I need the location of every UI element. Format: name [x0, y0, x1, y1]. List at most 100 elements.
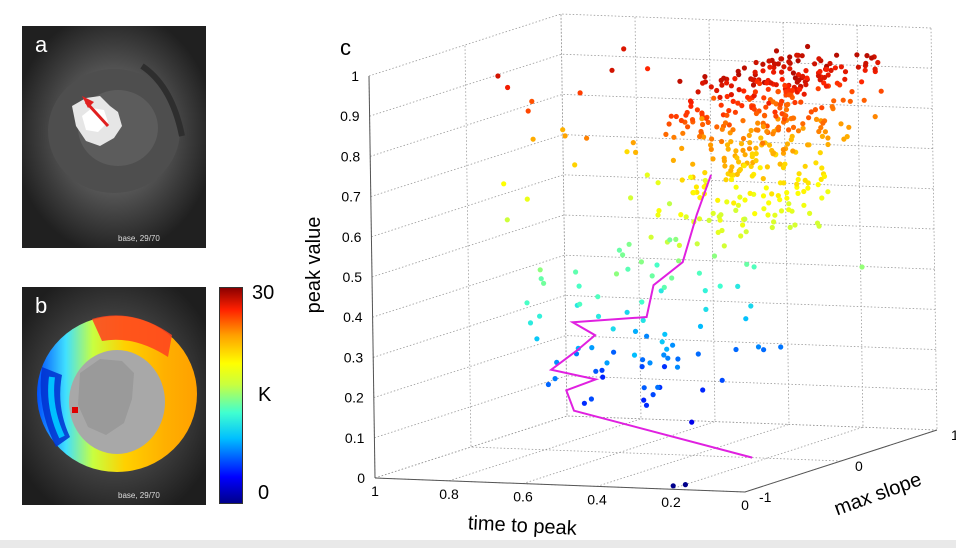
data-point [724, 112, 730, 118]
bottom-strip [0, 540, 956, 548]
data-point [788, 137, 794, 143]
data-point [771, 219, 777, 225]
data-point [691, 190, 697, 196]
data-point [772, 212, 778, 218]
data-point [794, 181, 800, 187]
data-point [739, 103, 745, 109]
data-point [802, 177, 808, 183]
colorbar-max-label: 30 [252, 282, 275, 304]
y-tick-label: 1 [951, 427, 956, 443]
data-point [773, 82, 779, 88]
data-point [552, 376, 558, 382]
data-point [825, 135, 831, 141]
data-point [718, 212, 724, 218]
data-point [736, 159, 742, 165]
data-point [777, 197, 783, 203]
data-point [798, 99, 804, 105]
data-point [743, 229, 749, 235]
data-point [649, 273, 655, 279]
data-point [742, 152, 748, 158]
data-point [640, 357, 646, 363]
data-point [701, 134, 707, 140]
data-point [648, 234, 654, 240]
data-point [817, 77, 823, 83]
data-point [524, 300, 530, 306]
data-point [628, 195, 634, 201]
data-point [777, 161, 783, 167]
data-point [808, 109, 814, 115]
data-point [638, 259, 645, 265]
data-point [633, 149, 639, 155]
data-point [749, 173, 755, 179]
data-point [710, 210, 716, 216]
data-point [702, 74, 708, 80]
z-tick-label: 0.7 [341, 189, 361, 205]
data-point [640, 317, 646, 323]
data-point [721, 155, 727, 161]
data-point [687, 98, 694, 104]
data-point [816, 56, 822, 62]
data-point [802, 163, 808, 169]
data-point [842, 76, 848, 82]
data-point [815, 86, 821, 92]
data-point [639, 364, 645, 370]
data-point [709, 136, 715, 142]
data-point [872, 66, 878, 72]
data-point [805, 43, 811, 50]
data-point [677, 78, 683, 84]
data-point [719, 377, 725, 383]
data-point [699, 116, 705, 122]
data-point [705, 119, 711, 125]
data-point [584, 135, 590, 141]
data-point [626, 241, 632, 247]
data-point [821, 173, 828, 179]
z-tick-label: 0 [357, 470, 365, 486]
data-point [737, 166, 744, 173]
colorbar-mid-label: K [258, 384, 272, 406]
data-point [786, 201, 792, 207]
data-point [659, 339, 665, 345]
data-point [738, 141, 745, 147]
data-point [806, 115, 812, 121]
grid-line [374, 415, 938, 479]
data-point [812, 107, 819, 113]
data-point [710, 156, 716, 162]
data-point [668, 113, 674, 119]
data-point [783, 89, 789, 95]
data-point [573, 269, 579, 275]
data-point [797, 86, 803, 92]
data-point [694, 241, 700, 247]
data-point [679, 145, 685, 151]
data-point [766, 142, 773, 148]
data-point [702, 288, 708, 294]
grid-line [670, 25, 864, 490]
data-point [655, 212, 661, 218]
data-point [678, 117, 685, 124]
data-point [538, 276, 544, 282]
data-point [783, 107, 790, 113]
data-point [816, 128, 822, 135]
data-point [795, 58, 801, 64]
data-point [620, 252, 626, 258]
data-point [572, 162, 578, 168]
data-point [840, 97, 846, 103]
data-point [504, 217, 510, 223]
data-point [724, 93, 730, 100]
data-point [730, 98, 736, 104]
data-point [752, 211, 758, 217]
data-point [728, 92, 735, 98]
data-point [641, 385, 647, 391]
data-point [625, 266, 631, 272]
data-point [817, 68, 823, 75]
data-point [595, 294, 601, 300]
data-point [760, 140, 766, 146]
data-point [761, 95, 767, 101]
data-point [766, 58, 772, 64]
data-point [718, 102, 724, 108]
data-point [786, 59, 792, 65]
data-point [700, 121, 706, 128]
data-point [665, 355, 671, 361]
data-point [792, 222, 798, 228]
data-point [695, 89, 701, 95]
data-point [828, 67, 834, 73]
